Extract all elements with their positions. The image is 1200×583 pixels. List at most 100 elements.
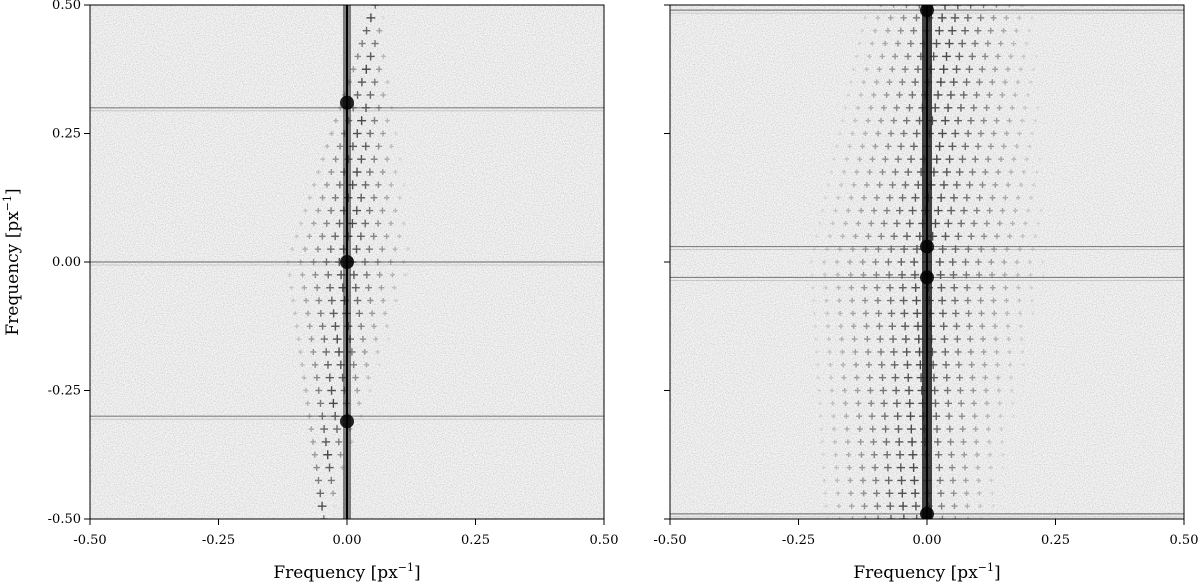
left-lattice-point xyxy=(328,169,335,176)
right-lattice-point xyxy=(930,103,940,113)
right-lattice-point xyxy=(1001,259,1007,265)
left-lattice-point xyxy=(365,245,373,253)
right-lattice-point xyxy=(956,374,964,382)
left-lattice-point xyxy=(370,232,378,240)
left-lattice-point xyxy=(327,207,335,215)
right-lattice-point xyxy=(826,183,831,187)
right-lattice-point xyxy=(974,452,980,458)
right-lattice-point xyxy=(870,451,878,459)
left-lattice-point xyxy=(361,142,370,151)
right-lattice-point xyxy=(1014,28,1019,33)
right-lattice-point xyxy=(866,374,873,381)
right-lattice-point xyxy=(935,463,943,472)
right-lattice-point xyxy=(1018,324,1023,329)
left-spectrum-image xyxy=(90,5,604,519)
right-lattice-point xyxy=(890,117,898,124)
right-lattice-point xyxy=(870,438,877,446)
right-lattice-point xyxy=(952,181,961,189)
left-lattice-point xyxy=(363,271,371,279)
right-lattice-point xyxy=(872,258,879,266)
right-lattice-point xyxy=(1008,53,1014,59)
left-lattice-point xyxy=(290,247,295,252)
right-lattice-point xyxy=(966,322,973,330)
right-lattice-point xyxy=(971,155,979,163)
right-lattice-point xyxy=(934,438,942,446)
right-lattice-point xyxy=(970,220,978,227)
right-lattice-point xyxy=(845,208,851,214)
right-lattice-point xyxy=(843,221,848,226)
left-lattice-point xyxy=(310,348,317,355)
right-lattice-point xyxy=(976,284,984,291)
right-lattice-point xyxy=(859,477,867,484)
right-lattice-point xyxy=(967,348,975,356)
right-lattice-point xyxy=(904,52,912,60)
right-lattice-point xyxy=(1015,272,1021,278)
left-lattice-point xyxy=(402,183,406,187)
right-lattice-point xyxy=(1008,362,1013,367)
right-lattice-point xyxy=(954,232,963,241)
right-lattice-point xyxy=(900,309,909,318)
right-lattice-point xyxy=(897,258,906,266)
right-lattice-point xyxy=(870,207,878,214)
right-lattice-point xyxy=(1028,80,1033,85)
left-lattice-point xyxy=(390,272,395,278)
left-lattice-point xyxy=(325,463,334,472)
left-peak xyxy=(340,414,354,429)
right-lattice-point xyxy=(938,502,946,510)
right-lattice-point xyxy=(854,54,859,59)
right-lattice-point xyxy=(1011,156,1017,162)
right-lattice-point xyxy=(908,206,917,215)
right-lattice-point xyxy=(868,105,874,111)
right-lattice-point xyxy=(829,388,835,393)
left-lattice-point xyxy=(331,232,340,241)
right-lattice-point xyxy=(819,427,824,431)
right-lattice-point xyxy=(967,117,975,125)
left-x-tick-label: 0.00 xyxy=(333,533,362,548)
right-lattice-point xyxy=(954,116,963,125)
right-lattice-point xyxy=(834,465,839,470)
left-lattice-point xyxy=(388,182,394,188)
right-lattice-point xyxy=(892,53,899,60)
right-lattice-point xyxy=(856,426,863,433)
right-lattice-point xyxy=(865,361,873,368)
right-lattice-point xyxy=(933,90,943,100)
left-lattice-point xyxy=(303,208,308,213)
right-lattice-point xyxy=(1036,106,1040,110)
right-lattice-point xyxy=(869,41,875,46)
right-lattice-point xyxy=(953,335,961,343)
right-lattice-point xyxy=(973,439,979,445)
right-lattice-point xyxy=(1011,414,1016,418)
right-lattice-point xyxy=(862,310,869,317)
left-lattice-point xyxy=(358,40,366,48)
right-lattice-point xyxy=(1017,246,1023,252)
left-lattice-point xyxy=(350,66,357,73)
right-lattice-point xyxy=(1016,285,1021,290)
right-lattice-point xyxy=(968,52,976,61)
left-lattice-point xyxy=(357,116,367,126)
right-lattice-point xyxy=(890,348,898,356)
right-lattice-point xyxy=(830,221,835,226)
right-lattice-point xyxy=(883,450,891,459)
left-lattice-point xyxy=(366,375,371,380)
right-lattice-point xyxy=(934,451,943,459)
right-lattice-point xyxy=(980,349,987,355)
right-lattice-point xyxy=(999,207,1006,214)
left-lattice-point xyxy=(337,451,344,458)
right-lattice-point xyxy=(844,157,849,162)
right-lattice-point xyxy=(915,5,923,9)
right-lattice-point xyxy=(907,40,915,48)
right-lattice-point xyxy=(852,349,859,355)
left-lattice-point xyxy=(317,309,325,317)
left-lattice-point xyxy=(356,400,362,406)
right-lattice-point xyxy=(1011,41,1016,46)
right-lattice-point xyxy=(862,130,868,137)
right-lattice-point xyxy=(908,450,918,460)
right-lattice-point xyxy=(982,374,989,381)
right-lattice-point xyxy=(890,5,897,8)
right-lattice-point xyxy=(833,208,838,213)
right-lattice-point xyxy=(932,39,941,48)
right-lattice-point xyxy=(961,451,968,458)
left-lattice-point xyxy=(311,220,317,227)
right-lattice-point xyxy=(1029,285,1034,290)
right-lattice-point xyxy=(1020,234,1025,239)
